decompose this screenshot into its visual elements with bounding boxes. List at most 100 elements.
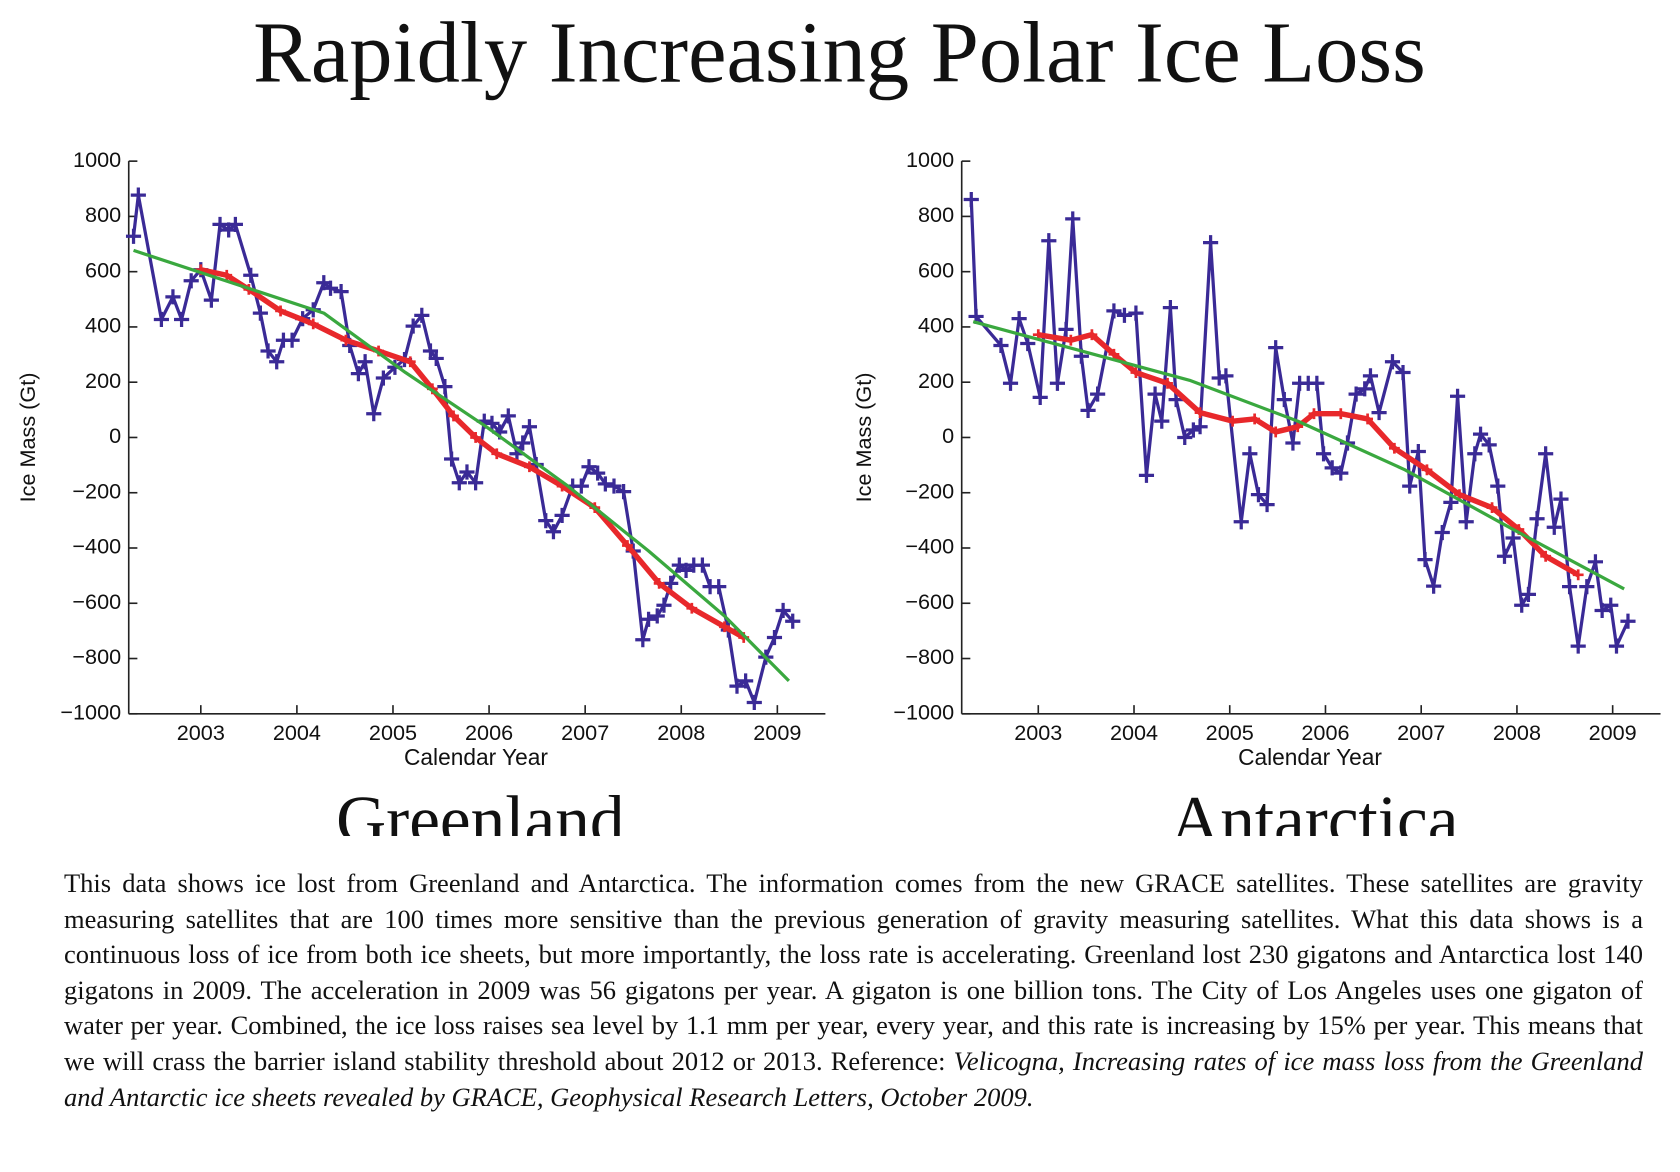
point-marker [1065,334,1077,346]
x-tick-label: 2009 [753,720,801,745]
point-marker [1227,415,1239,427]
point-marker [1309,375,1325,391]
x-tick-label: 2003 [177,720,225,745]
point-marker [1529,511,1545,527]
point-marker [1020,335,1036,352]
point-marker [1608,638,1625,654]
x-tick-label: 2006 [1301,720,1349,745]
point-marker [357,354,373,370]
point-marker [375,370,391,386]
point-marker [1154,413,1170,429]
x-tick-label: 2003 [1014,720,1062,745]
series-line [972,320,1625,591]
series-line [969,199,1630,648]
point-marker [993,337,1009,354]
point-marker [1421,464,1433,476]
point-marker [125,228,142,244]
point-marker [322,280,339,296]
point-marker [1162,300,1178,316]
x-tick-label: 2004 [1110,720,1158,745]
point-marker [437,379,453,395]
point-marker [1011,311,1027,327]
y-tick-label: 200 [85,368,121,393]
point-marker [1108,348,1120,360]
point-marker [573,478,589,494]
point-marker [1395,364,1411,381]
point-marker [1357,381,1373,397]
point-marker [284,332,300,348]
point-marker [260,343,276,359]
point-marker [340,334,352,346]
point-marker [746,694,762,711]
point-marker [1308,408,1320,420]
point-marker [153,311,169,328]
point-marker [766,629,783,646]
point-marker [448,410,459,422]
point-marker [1486,502,1498,514]
point-marker [635,632,651,648]
point-marker [1185,422,1201,438]
y-tick-label: −400 [905,534,954,559]
point-marker [649,608,665,624]
point-marker [686,602,698,614]
point-marker [174,311,190,328]
point-marker [221,269,233,281]
point-marker [1587,554,1603,570]
point-marker [1138,467,1155,483]
point-marker [470,432,482,443]
point-marker [1041,233,1057,249]
x-tick-label: 2007 [561,720,609,745]
point-marker [1233,514,1249,530]
point-marker [1362,368,1379,384]
point-marker [1058,321,1074,337]
point-marker [428,350,444,367]
point-marker [590,465,606,481]
x-tick-label: 2009 [1589,720,1637,745]
x-tick-label: 2008 [1493,720,1541,745]
point-marker [1250,487,1267,503]
point-marker [554,507,570,523]
y-axis-label: Ice Mass (Gt) [15,373,40,503]
point-marker [405,318,421,334]
point-marker [1450,388,1466,404]
point-marker [1362,413,1374,425]
point-marker [1259,497,1275,513]
point-marker [1472,426,1489,442]
point-marker [719,621,730,633]
point-marker [597,476,613,492]
point-marker [622,540,633,551]
y-tick-label: −600 [72,589,121,614]
point-marker [1106,303,1122,319]
y-tick-label: 200 [918,368,954,393]
point-marker [1218,368,1234,384]
point-marker [1049,375,1066,391]
point-marker [1402,478,1418,494]
point-marker [1520,586,1536,602]
series-line [1037,331,1580,578]
point-marker [545,524,562,540]
page-title: Rapidly Increasing Polar Ice Loss [253,5,1426,101]
point-marker [1417,552,1433,568]
point-marker [404,356,416,368]
point-marker [729,678,745,694]
series-line [200,267,746,640]
point-marker [1147,386,1163,402]
point-marker [183,273,199,289]
point-marker [656,597,672,613]
point-marker [738,673,754,689]
point-marker [1410,443,1426,460]
point-marker [1249,413,1261,425]
x-tick-label: 2008 [657,720,705,745]
point-marker [1467,446,1483,462]
x-tick-label: 2005 [1206,720,1254,745]
point-marker [366,406,382,422]
point-marker [1434,524,1450,541]
y-tick-label: −600 [905,589,954,614]
point-marker [451,475,467,491]
point-marker [1194,407,1206,419]
series-line [131,193,794,705]
point-marker [1514,597,1530,613]
point-marker [243,267,259,283]
point-marker [227,216,243,232]
